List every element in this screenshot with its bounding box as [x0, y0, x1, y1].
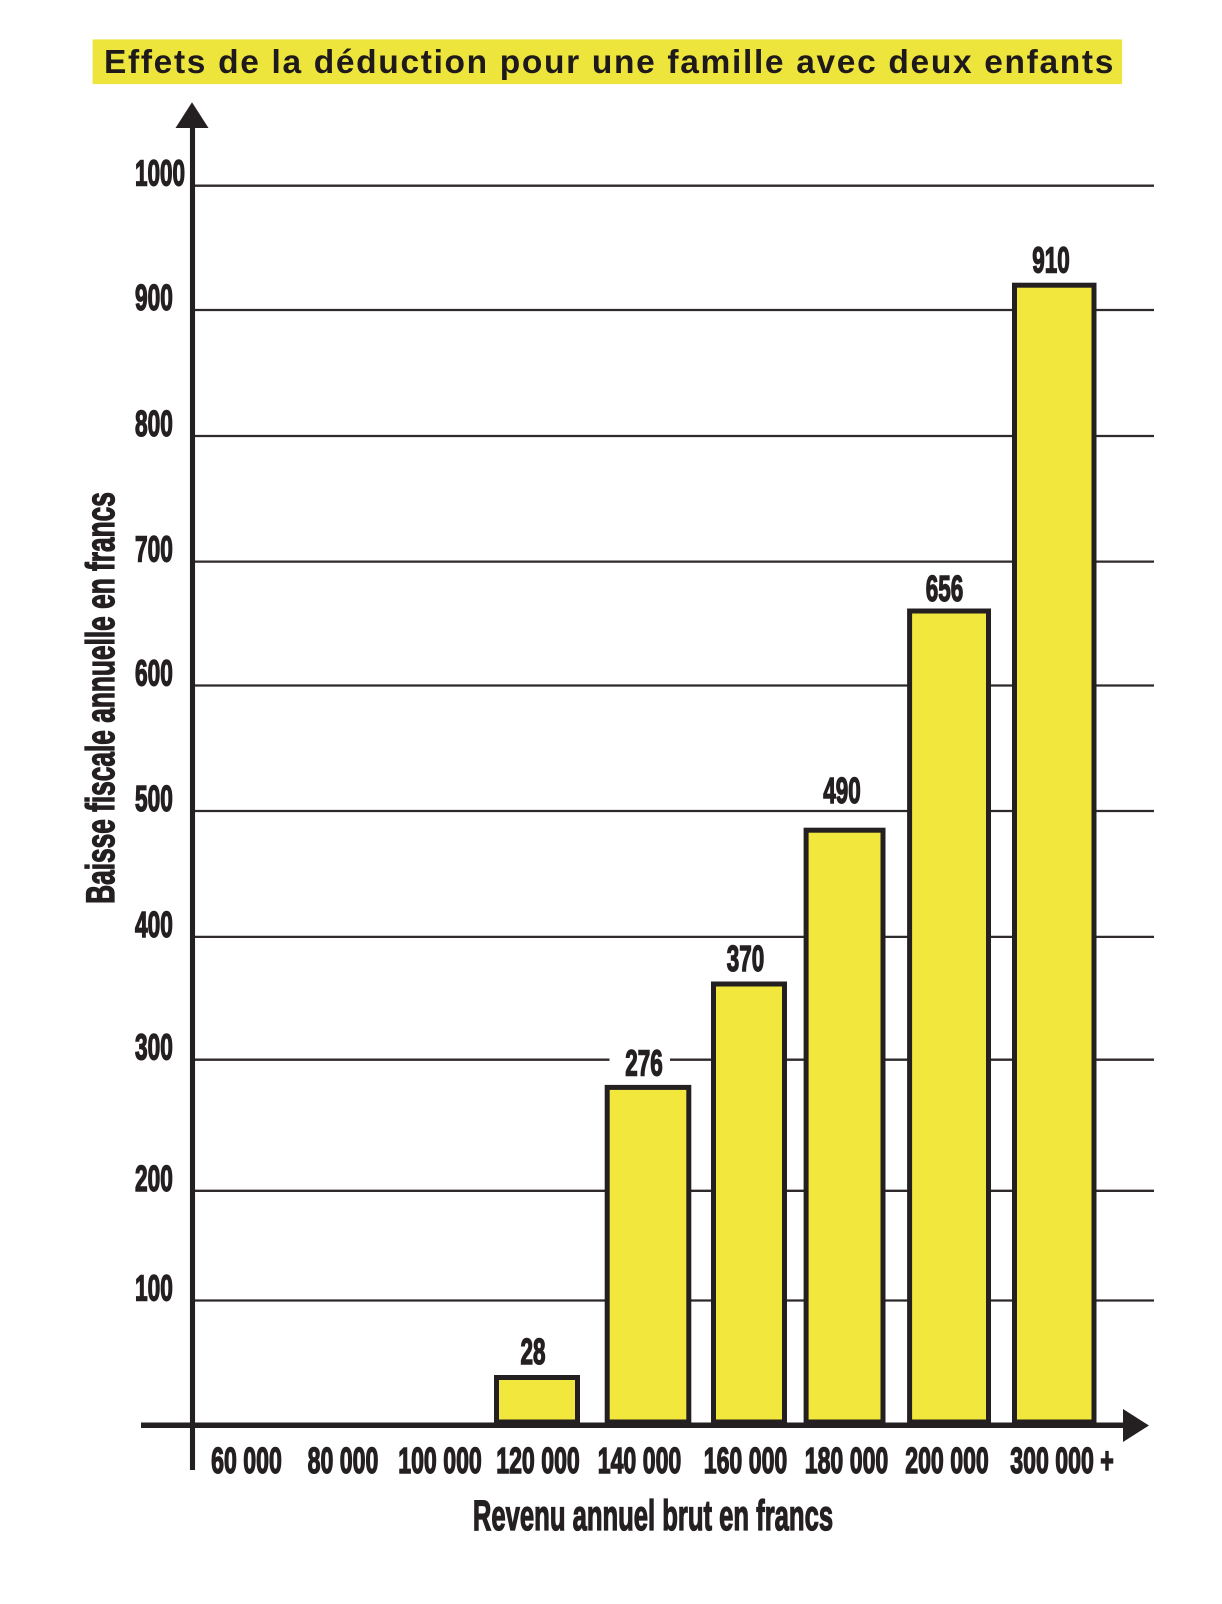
- svg-text:180 000: 180 000: [805, 1442, 889, 1481]
- svg-text:700: 700: [135, 530, 173, 569]
- svg-text:160 000: 160 000: [704, 1442, 788, 1481]
- svg-text:300 000 +: 300 000 +: [1010, 1442, 1113, 1481]
- svg-text:100: 100: [135, 1269, 173, 1308]
- svg-text:800: 800: [135, 405, 173, 444]
- svg-text:140 000: 140 000: [598, 1442, 682, 1481]
- svg-text:300: 300: [135, 1029, 173, 1068]
- svg-text:600: 600: [135, 654, 173, 693]
- svg-text:500: 500: [135, 780, 173, 819]
- svg-text:100 000: 100 000: [398, 1442, 482, 1481]
- svg-text:370: 370: [727, 940, 764, 980]
- svg-text:28: 28: [521, 1333, 546, 1373]
- svg-text:200: 200: [135, 1160, 173, 1199]
- svg-text:120 000: 120 000: [496, 1442, 580, 1481]
- svg-text:400: 400: [135, 906, 173, 945]
- svg-text:60 000: 60 000: [211, 1442, 282, 1481]
- svg-text:Revenu annuel brut en francs: Revenu annuel brut en francs: [473, 1492, 833, 1539]
- svg-text:80 000: 80 000: [308, 1442, 379, 1481]
- svg-text:910: 910: [1032, 241, 1069, 281]
- svg-text:Baisse fiscale annuelle en fra: Baisse fiscale annuelle en francs: [79, 492, 124, 904]
- svg-text:200 000: 200 000: [905, 1442, 989, 1481]
- svg-text:1000: 1000: [135, 155, 185, 195]
- svg-text:490: 490: [823, 772, 860, 812]
- svg-text:Effets de la déduction pour un: Effets de la déduction pour une famille …: [104, 44, 1115, 81]
- svg-text:276: 276: [625, 1044, 662, 1084]
- svg-text:656: 656: [926, 570, 963, 610]
- svg-text:900: 900: [135, 279, 173, 318]
